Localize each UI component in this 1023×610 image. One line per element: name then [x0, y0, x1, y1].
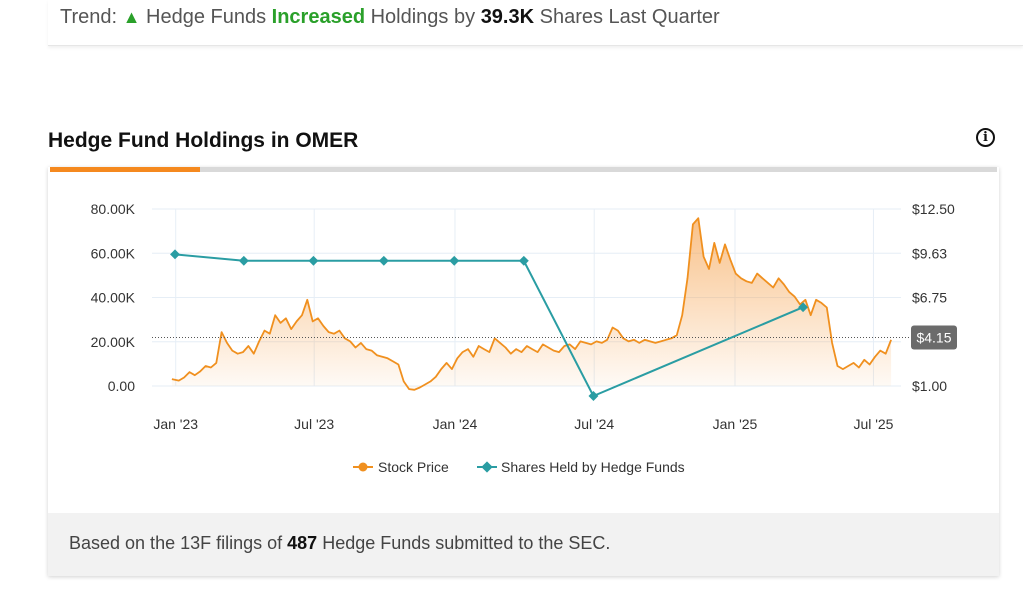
x-tick-label: Jul '23 — [294, 416, 334, 432]
stock-price-area — [171, 218, 892, 390]
chart-legend: Stock Price Shares Held by Hedge Funds — [353, 459, 685, 475]
hedge-fund-point[interactable] — [308, 255, 319, 266]
left-axis: 0.00 20.00K 40.00K 60.00K 80.00K — [91, 201, 136, 394]
y-left-tick-label: 80.00K — [91, 201, 136, 217]
current-price-badge: $4.15 — [911, 325, 957, 350]
arrow-up-icon: ▲ — [122, 7, 141, 27]
hedge-fund-point[interactable] — [378, 255, 389, 266]
hedge-fund-count: 487 — [287, 533, 318, 553]
y-right-tick-label: $12.50 — [912, 201, 955, 217]
y-right-tick-label: $1.00 — [912, 378, 947, 394]
hedge-fund-point[interactable] — [449, 255, 460, 266]
trend-amount: 39.3K — [480, 6, 535, 28]
y-left-tick-label: 0.00 — [108, 378, 135, 394]
footer-text-2: Hedge Funds submitted to the SEC. — [322, 533, 611, 553]
footer: Based on the 13F filings of 487 Hedge Fu… — [48, 513, 999, 576]
trend-text-3: Shares Last Quarter — [539, 6, 720, 28]
y-left-tick-label: 20.00K — [91, 334, 136, 350]
hedge-fund-point[interactable] — [238, 255, 249, 266]
footer-text: Based on the 13F filings of 487 Hedge Fu… — [69, 533, 610, 554]
current-price-badge-bg — [911, 325, 957, 350]
legend-marker — [358, 462, 368, 472]
x-axis: Jan '23 Jul '23 Jan '24 Jul '24 Jan '25 Jul '… — [153, 416, 893, 432]
trend-prefix: Trend: — [60, 6, 118, 28]
y-right-tick-label: $9.63 — [912, 245, 947, 261]
stock-price-series — [171, 217, 892, 391]
info-icon[interactable]: i — [976, 128, 995, 147]
trend-action: Increased — [271, 6, 366, 28]
current-price-label: $4.15 — [916, 330, 951, 346]
hedge-fund-line — [174, 253, 804, 398]
chart-tab-bar — [50, 167, 997, 172]
hedge-fund-point[interactable] — [170, 249, 180, 260]
x-tick-label: Jan '24 — [433, 416, 478, 432]
footer-text-1: Based on the 13F filings of — [69, 533, 283, 553]
section-title: Hedge Fund Holdings in OMER — [48, 129, 359, 152]
legend-marker — [481, 461, 493, 473]
x-tick-label: Jan '23 — [153, 416, 198, 432]
right-axis: $1.00$3.88$6.75$9.63$12.50 — [912, 201, 955, 394]
hedge-fund-point[interactable] — [518, 255, 529, 266]
y-left-tick-label: 60.00K — [91, 245, 136, 261]
legend-item-stock-price[interactable]: Stock Price — [353, 459, 449, 475]
x-tick-label: Jan '25 — [713, 416, 758, 432]
stock-price-line — [171, 217, 892, 391]
legend-label: Shares Held by Hedge Funds — [501, 459, 685, 475]
y-left-tick-label: 40.00K — [91, 290, 136, 306]
chart-tab-active[interactable] — [50, 167, 200, 172]
trend-card: Trend: ▲ Hedge Funds Increased Holdings … — [48, 0, 1023, 46]
hedge-fund-point[interactable] — [588, 391, 599, 401]
trend-summary: Trend: ▲ Hedge Funds Increased Holdings … — [60, 6, 720, 29]
trend-text-2: Holdings by — [370, 6, 476, 28]
legend-item-hedge-funds[interactable]: Shares Held by Hedge Funds — [477, 459, 685, 475]
y-right-tick-label: $6.75 — [912, 290, 947, 306]
x-tick-label: Jul '24 — [574, 416, 614, 432]
trend-text-1: Hedge Funds — [146, 6, 267, 28]
x-tick-label: Jul '25 — [853, 416, 893, 432]
legend-label: Stock Price — [378, 459, 449, 475]
